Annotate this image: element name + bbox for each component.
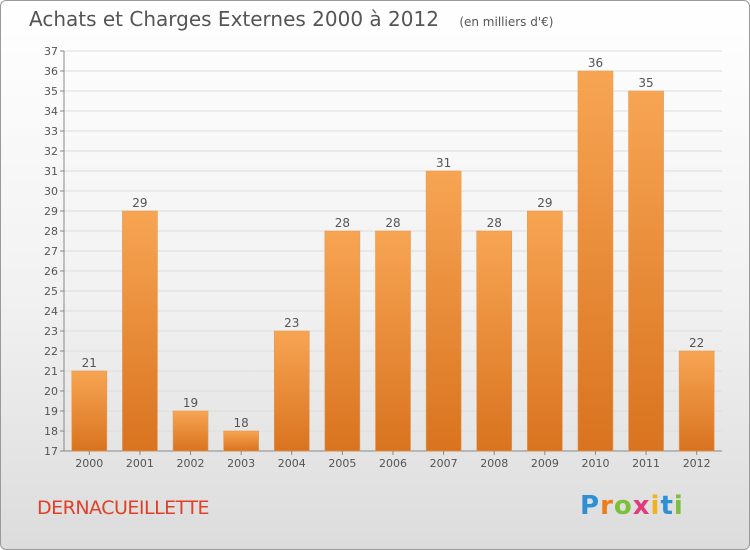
- y-tick-label: 25: [44, 285, 58, 298]
- chart-title: Achats et Charges Externes 2000 à 2012 (…: [29, 7, 553, 31]
- x-tick-label: 2009: [531, 457, 559, 470]
- y-tick-label: 22: [44, 345, 58, 358]
- y-tick-label: 20: [44, 385, 58, 398]
- y-tick-label: 37: [44, 45, 58, 58]
- bar: [122, 210, 158, 452]
- bar: [628, 90, 664, 452]
- data-label: 28: [487, 216, 502, 230]
- bar: [273, 330, 310, 452]
- proxiti-logo: Proxiti: [580, 491, 684, 521]
- y-tick-label: 32: [44, 145, 58, 158]
- data-label: 35: [638, 76, 653, 90]
- y-tick-label: 24: [44, 305, 58, 318]
- y-tick-label: 29: [44, 205, 58, 218]
- x-tick-label: 2012: [683, 457, 711, 470]
- data-label: 29: [537, 196, 552, 210]
- data-label: 23: [284, 316, 299, 330]
- x-tick-label: 2007: [430, 457, 458, 470]
- x-tick-label: 2001: [126, 457, 154, 470]
- place-name: DERNACUEILLETTE: [37, 497, 210, 519]
- y-tick-label: 23: [44, 325, 58, 338]
- data-label: 28: [385, 216, 400, 230]
- data-label: 22: [689, 336, 704, 350]
- y-tick-label: 21: [44, 365, 58, 378]
- bar: [577, 70, 614, 452]
- x-tick-label: 2003: [227, 457, 255, 470]
- x-tick-label: 2004: [278, 457, 306, 470]
- y-tick-label: 36: [44, 65, 58, 78]
- x-tick-label: 2006: [379, 457, 407, 470]
- data-label: 31: [436, 156, 451, 170]
- bar: [324, 230, 361, 452]
- bar: [375, 230, 411, 452]
- y-tick-label: 28: [44, 225, 58, 238]
- logo-letter: i: [650, 491, 661, 521]
- logo-letter: x: [632, 491, 651, 521]
- logo-letter: o: [613, 491, 633, 521]
- data-label: 29: [132, 196, 147, 210]
- logo-letter: P: [580, 491, 601, 521]
- y-tick-label: 27: [44, 245, 58, 258]
- logo-letter: t: [660, 491, 674, 521]
- data-label: 28: [335, 216, 350, 230]
- y-tick-label: 33: [44, 125, 58, 138]
- y-tick-label: 31: [44, 165, 58, 178]
- y-tick-label: 18: [44, 425, 58, 438]
- title-text: Achats et Charges Externes 2000 à 2012: [29, 7, 439, 31]
- bar: [223, 430, 259, 452]
- x-tick-label: 2005: [328, 457, 356, 470]
- y-tick-label: 35: [44, 85, 58, 98]
- unit-text: (en milliers d'€): [459, 15, 554, 29]
- data-label: 19: [183, 396, 198, 410]
- logo-letter: i: [673, 491, 684, 521]
- bar: [476, 230, 513, 452]
- y-tick-label: 34: [44, 105, 58, 118]
- x-tick-label: 2002: [177, 457, 205, 470]
- x-tick-label: 2011: [632, 457, 660, 470]
- y-tick-label: 30: [44, 185, 58, 198]
- y-tick-label: 26: [44, 265, 58, 278]
- bar: [71, 370, 108, 452]
- y-tick-label: 17: [44, 445, 58, 458]
- data-label: 18: [234, 416, 249, 430]
- bar: [678, 350, 715, 452]
- bar: [527, 210, 563, 452]
- bar: [172, 410, 209, 452]
- x-tick-label: 2010: [581, 457, 609, 470]
- y-tick-label: 19: [44, 405, 58, 418]
- x-tick-label: 2008: [480, 457, 508, 470]
- data-label: 36: [588, 56, 603, 70]
- data-label: 21: [82, 356, 97, 370]
- bar: [425, 170, 462, 452]
- logo-letter: r: [600, 491, 614, 521]
- x-tick-label: 2000: [75, 457, 103, 470]
